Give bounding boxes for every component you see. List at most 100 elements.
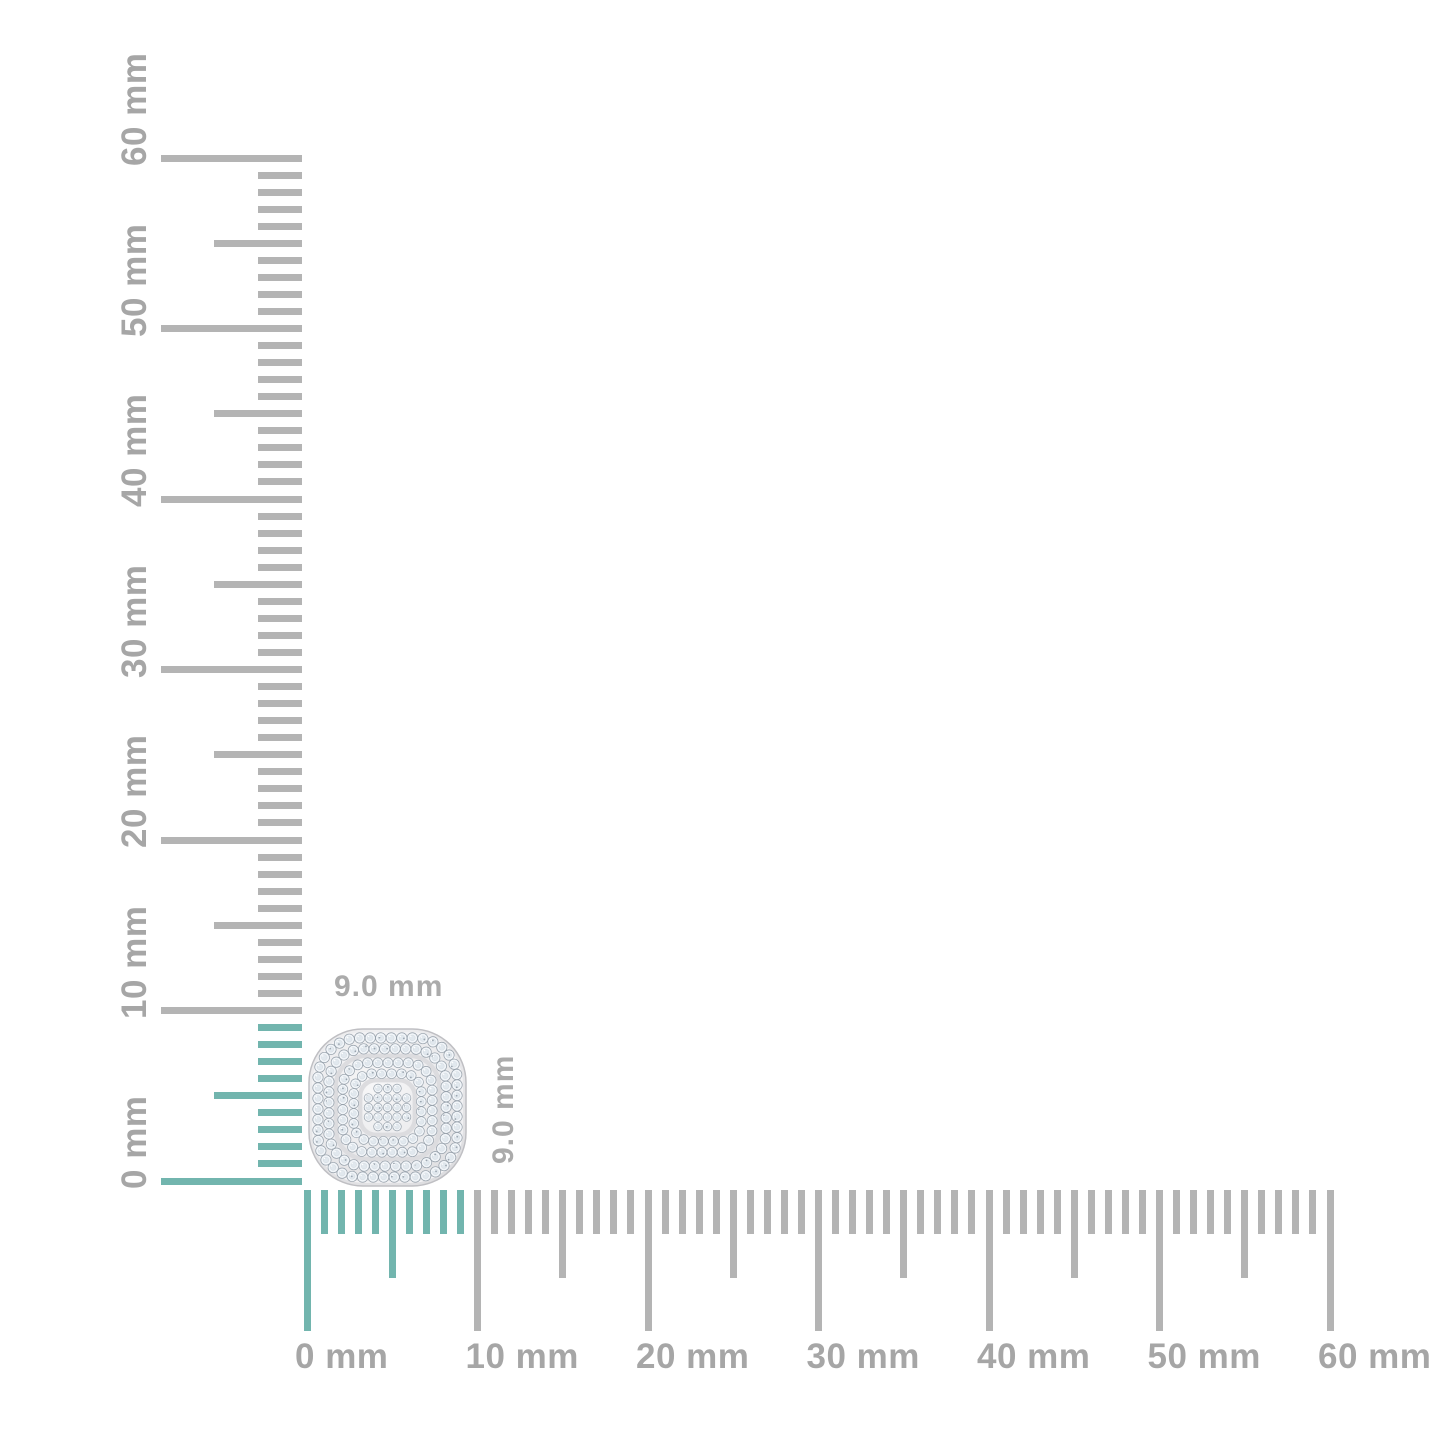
h-tick-15mm bbox=[559, 1190, 567, 1278]
h-tick-20mm bbox=[644, 1190, 652, 1331]
v-tick-10mm bbox=[161, 1007, 302, 1014]
v-ruler-label-0mm: 0 mm bbox=[115, 1095, 154, 1189]
gem bbox=[320, 1154, 332, 1166]
gem bbox=[436, 1142, 448, 1154]
v-tick-53mm bbox=[258, 273, 302, 281]
v-tick-35mm bbox=[214, 580, 302, 588]
h-tick-36mm bbox=[917, 1190, 925, 1234]
gem bbox=[338, 1154, 350, 1166]
gem bbox=[338, 1049, 350, 1061]
h-ruler-label-30mm: 30 mm bbox=[806, 1337, 920, 1376]
v-tick-9mm bbox=[258, 1024, 302, 1032]
gem bbox=[382, 1112, 393, 1122]
gem bbox=[392, 1093, 402, 1103]
gem bbox=[396, 1068, 407, 1079]
v-tick-60mm bbox=[161, 154, 302, 162]
v-tick-45mm bbox=[214, 410, 302, 418]
gem bbox=[330, 1056, 342, 1068]
h-tick-22mm bbox=[678, 1190, 686, 1234]
h-tick-49mm bbox=[1138, 1190, 1146, 1234]
v-tick-5mm bbox=[214, 1092, 302, 1100]
v-tick-16mm bbox=[258, 904, 302, 912]
item-metal-groove bbox=[357, 1077, 418, 1138]
gem bbox=[440, 1122, 452, 1134]
h-tick-7mm bbox=[422, 1190, 430, 1234]
v-tick-52mm bbox=[258, 290, 302, 298]
item-height-label: 9.0 mm bbox=[487, 1054, 520, 1164]
h-tick-23mm bbox=[695, 1190, 703, 1234]
gem bbox=[340, 1134, 352, 1145]
gem bbox=[358, 1043, 370, 1055]
gem bbox=[382, 1121, 393, 1132]
v-tick-29mm bbox=[258, 683, 302, 691]
gem bbox=[354, 1032, 366, 1044]
gem bbox=[323, 1075, 335, 1088]
gem bbox=[426, 1105, 438, 1116]
gem bbox=[344, 1065, 355, 1076]
h-tick-28mm bbox=[780, 1190, 788, 1234]
gem bbox=[325, 1043, 337, 1055]
h-tick-32mm bbox=[849, 1190, 857, 1234]
v-tick-2mm bbox=[258, 1143, 302, 1151]
gem bbox=[407, 1146, 418, 1158]
gem bbox=[426, 1115, 438, 1126]
gem bbox=[411, 1160, 423, 1172]
v-tick-57mm bbox=[258, 205, 302, 213]
h-tick-8mm bbox=[439, 1190, 447, 1234]
gem bbox=[401, 1112, 412, 1122]
gem bbox=[417, 1033, 429, 1045]
gem bbox=[413, 1076, 424, 1088]
gem bbox=[429, 1052, 441, 1064]
gem bbox=[427, 1036, 439, 1048]
gem bbox=[348, 1118, 359, 1129]
h-tick-43mm bbox=[1036, 1190, 1044, 1234]
gem bbox=[410, 1043, 422, 1055]
h-tick-18mm bbox=[610, 1190, 618, 1234]
v-tick-48mm bbox=[258, 359, 302, 367]
gem bbox=[416, 1116, 427, 1127]
gem bbox=[420, 1066, 432, 1077]
gem bbox=[420, 1046, 432, 1058]
gem bbox=[318, 1051, 330, 1063]
v-tick-40mm bbox=[161, 495, 302, 503]
gem bbox=[357, 1171, 369, 1183]
h-tick-51mm bbox=[1173, 1190, 1181, 1234]
gem bbox=[451, 1132, 463, 1144]
h-tick-38mm bbox=[951, 1190, 959, 1234]
h-tick-56mm bbox=[1258, 1190, 1266, 1234]
v-tick-21mm bbox=[258, 819, 302, 827]
h-tick-21mm bbox=[661, 1190, 669, 1234]
gem bbox=[367, 1171, 379, 1183]
gem bbox=[396, 1146, 408, 1158]
gem bbox=[448, 1058, 460, 1070]
gem bbox=[406, 1070, 417, 1081]
gem bbox=[438, 1160, 450, 1172]
gem bbox=[388, 1136, 399, 1147]
h-tick-3mm bbox=[354, 1190, 362, 1234]
h-tick-27mm bbox=[763, 1190, 771, 1234]
gem bbox=[325, 1138, 337, 1150]
h-ruler-label-10mm: 10 mm bbox=[465, 1337, 579, 1376]
h-ruler-label-50mm: 50 mm bbox=[1147, 1337, 1261, 1376]
gem bbox=[337, 1124, 349, 1136]
v-tick-32mm bbox=[258, 631, 302, 639]
gem bbox=[378, 1136, 389, 1147]
v-ruler-label-60mm: 60 mm bbox=[115, 52, 154, 166]
h-tick-46mm bbox=[1087, 1190, 1095, 1234]
h-tick-45mm bbox=[1070, 1190, 1078, 1278]
h-tick-37mm bbox=[934, 1190, 942, 1234]
gem bbox=[435, 1060, 447, 1072]
h-tick-17mm bbox=[593, 1190, 601, 1234]
gem bbox=[436, 1041, 448, 1053]
gem bbox=[392, 1121, 402, 1132]
v-tick-28mm bbox=[258, 700, 302, 708]
gem bbox=[348, 1098, 359, 1109]
gem bbox=[347, 1141, 358, 1153]
h-tick-58mm bbox=[1292, 1190, 1300, 1234]
v-tick-11mm bbox=[258, 989, 302, 997]
gem bbox=[400, 1043, 412, 1055]
gem bbox=[376, 1068, 387, 1079]
gem bbox=[366, 1068, 377, 1079]
gem bbox=[373, 1083, 383, 1094]
gem bbox=[373, 1121, 383, 1132]
